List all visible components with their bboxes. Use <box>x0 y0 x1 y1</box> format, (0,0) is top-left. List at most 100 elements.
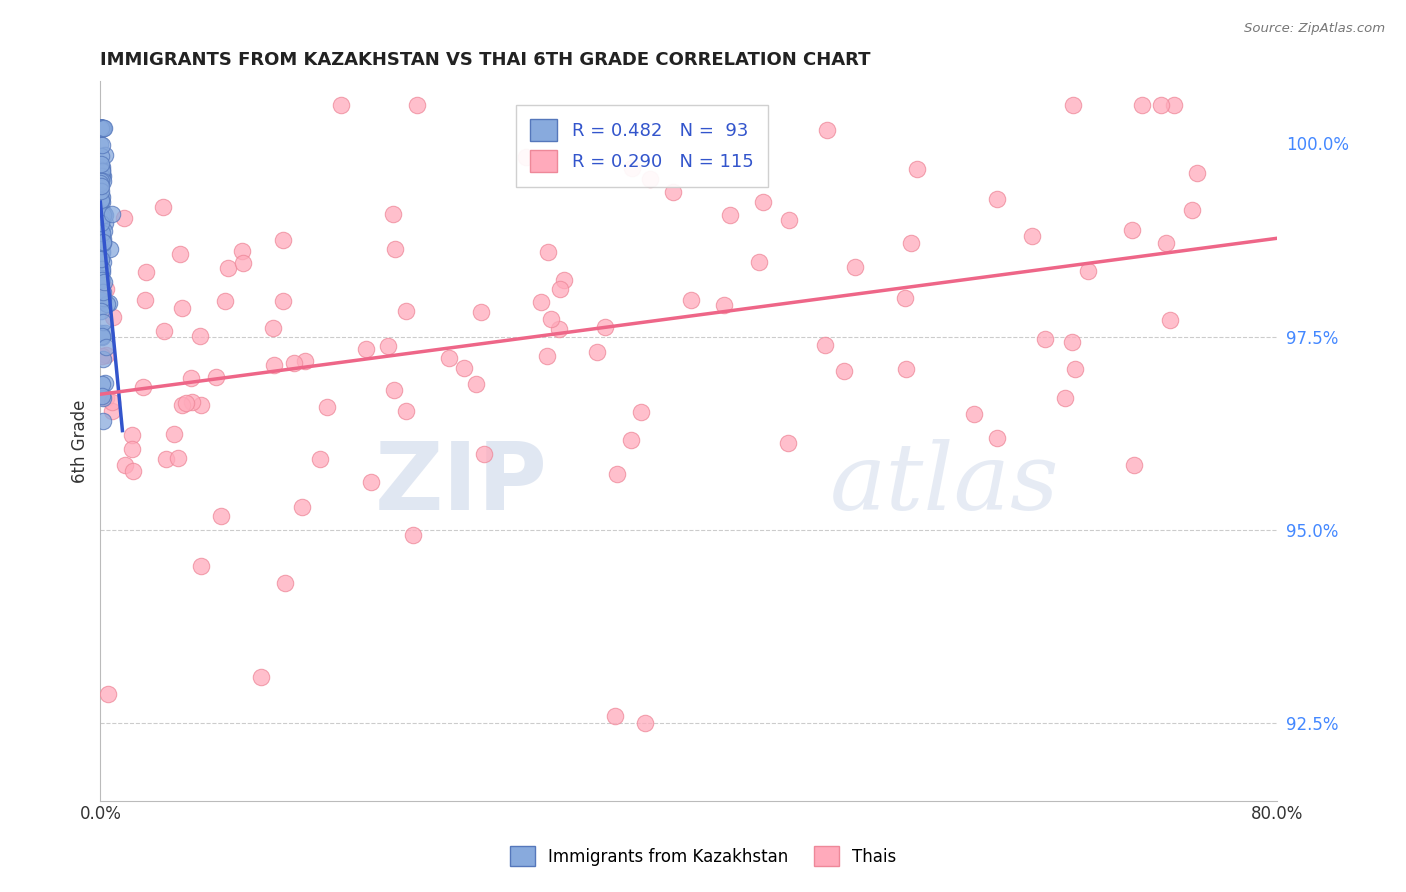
Point <box>96 297 118 311</box>
Point <box>90 272 112 286</box>
Point <box>231 244 253 258</box>
Point <box>316 400 339 414</box>
Point <box>90 216 112 230</box>
Point <box>96 391 118 405</box>
Point <box>271 294 294 309</box>
Point <box>91 169 114 183</box>
Point <box>91 376 114 391</box>
Point <box>94 326 117 340</box>
Point <box>537 245 560 260</box>
Point <box>832 364 855 378</box>
Point <box>91 285 114 299</box>
Point <box>550 282 572 296</box>
Point <box>605 708 627 723</box>
Point <box>1154 235 1177 250</box>
Point <box>540 312 562 326</box>
Y-axis label: 6th Grade: 6th Grade <box>72 400 89 483</box>
Point <box>90 184 112 198</box>
Point <box>90 212 112 227</box>
Point <box>1159 312 1181 326</box>
Point <box>90 169 112 184</box>
Point <box>91 315 114 329</box>
Point <box>630 405 652 419</box>
Point <box>170 398 193 412</box>
Point <box>180 371 202 385</box>
Point <box>91 351 114 366</box>
Point <box>395 403 418 417</box>
Point <box>382 207 405 221</box>
Point <box>1181 203 1204 218</box>
Point <box>91 235 114 249</box>
Point <box>896 362 918 376</box>
Point <box>395 303 418 318</box>
Point <box>90 120 112 135</box>
Point <box>662 185 685 199</box>
Point <box>91 273 114 287</box>
Point <box>1130 97 1153 112</box>
Point <box>98 242 121 256</box>
Point <box>329 97 352 112</box>
Point <box>294 354 316 368</box>
Point <box>90 120 112 135</box>
Point <box>94 376 117 391</box>
Point <box>620 161 643 176</box>
Point <box>166 450 188 465</box>
Point <box>209 509 232 524</box>
Point <box>169 247 191 261</box>
Point <box>1054 391 1077 405</box>
Point <box>94 208 117 222</box>
Point <box>90 252 112 267</box>
Point <box>101 206 124 220</box>
Point <box>814 337 837 351</box>
Point <box>90 169 112 183</box>
Point <box>90 179 112 194</box>
Point <box>91 120 114 135</box>
Point <box>1163 97 1185 112</box>
Point <box>90 137 112 152</box>
Point <box>90 120 112 135</box>
Point <box>89 136 111 151</box>
Point <box>91 120 114 135</box>
Point <box>180 395 202 409</box>
Legend: Immigrants from Kazakhstan, Thais: Immigrants from Kazakhstan, Thais <box>502 838 904 875</box>
Point <box>778 212 800 227</box>
Point <box>437 351 460 366</box>
Point <box>1121 223 1143 237</box>
Point <box>114 458 136 472</box>
Point <box>205 370 228 384</box>
Point <box>986 192 1008 206</box>
Point <box>515 150 537 164</box>
Point <box>90 303 112 318</box>
Point <box>90 330 112 344</box>
Point <box>91 299 114 313</box>
Point <box>262 321 284 335</box>
Point <box>271 233 294 247</box>
Point <box>713 298 735 312</box>
Point <box>384 242 406 256</box>
Point <box>274 576 297 591</box>
Point <box>90 120 112 135</box>
Point <box>634 716 657 731</box>
Point <box>98 295 121 310</box>
Point <box>90 262 112 277</box>
Point <box>91 414 114 428</box>
Point <box>90 157 112 171</box>
Point <box>1060 335 1083 350</box>
Point <box>90 193 112 207</box>
Point <box>90 121 112 136</box>
Point <box>91 174 114 188</box>
Point <box>309 451 332 466</box>
Point <box>900 235 922 250</box>
Point <box>90 245 112 260</box>
Text: IMMIGRANTS FROM KAZAKHSTAN VS THAI 6TH GRADE CORRELATION CHART: IMMIGRANTS FROM KAZAKHSTAN VS THAI 6TH G… <box>100 51 870 69</box>
Point <box>214 293 236 308</box>
Point <box>90 271 112 285</box>
Point <box>91 389 114 403</box>
Point <box>472 447 495 461</box>
Point <box>90 163 112 178</box>
Point <box>90 194 112 208</box>
Point <box>91 120 114 135</box>
Point <box>94 348 117 362</box>
Point <box>90 149 112 163</box>
Point <box>93 120 115 135</box>
